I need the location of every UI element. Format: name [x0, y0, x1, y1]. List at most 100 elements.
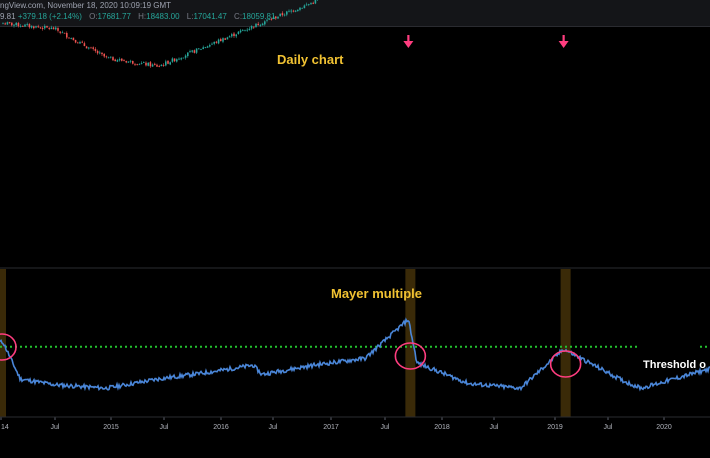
candle-body [182, 57, 185, 59]
candle-body [28, 24, 31, 28]
candle-body [154, 63, 156, 65]
candle-body [145, 62, 147, 66]
candle-body [136, 64, 138, 66]
candle-body [19, 26, 22, 27]
candle-body [257, 23, 259, 26]
candle-body [22, 25, 24, 27]
candle-body [57, 28, 59, 31]
candle-body [4, 23, 6, 25]
candle-body [246, 29, 248, 31]
candle-body [169, 62, 171, 65]
candle-body [206, 46, 209, 48]
candle-body [156, 64, 158, 67]
candle-body [237, 31, 240, 34]
candle-body [79, 42, 81, 44]
candle-body [244, 29, 246, 31]
candle-body [292, 10, 295, 12]
low-key: L: [186, 12, 194, 21]
candle-body [55, 27, 57, 30]
candle-body [147, 62, 149, 66]
candle-body [211, 43, 213, 45]
x-tick-label: 14 [1, 424, 9, 431]
candle-body [209, 45, 211, 47]
candle-body [35, 26, 37, 28]
candle-body [279, 13, 281, 17]
daily-chart-label: Daily chart [277, 52, 344, 67]
candle-body [8, 22, 11, 23]
candle-body [217, 39, 220, 44]
candle-body [149, 62, 152, 67]
candle-body [215, 41, 218, 43]
candle-body [167, 60, 169, 64]
candle-body [259, 24, 262, 26]
candle-body [132, 60, 134, 64]
candle-body [277, 16, 279, 19]
candle-body [261, 23, 264, 26]
x-tick-label: Jul [604, 424, 613, 431]
candle-body [189, 51, 191, 52]
candle-body [121, 58, 123, 61]
x-tick-label: 2015 [103, 424, 119, 431]
candle-body [6, 22, 9, 25]
candle-body [180, 58, 182, 60]
mayer-series [0, 317, 710, 392]
candle-body [85, 46, 88, 49]
candle-body [13, 24, 15, 26]
candle-body [160, 64, 163, 67]
candle-body [314, 0, 317, 4]
candle-body [312, 2, 314, 4]
x-tick-label: Jul [51, 424, 60, 431]
peak-circle [394, 342, 427, 370]
candle-body [198, 48, 200, 50]
candle-body [220, 39, 222, 42]
candle-body [15, 22, 17, 26]
x-tick-label: 2019 [547, 424, 563, 431]
candle-body [33, 26, 35, 29]
ohlc-line: 9.81 +379.18 (+2.14%) O:17681.77 H:18483… [0, 12, 275, 21]
open-key: O: [89, 12, 98, 21]
candle-body [301, 7, 303, 9]
candle-body [118, 59, 121, 61]
candle-body [158, 66, 160, 68]
candle-body [44, 25, 46, 29]
candle-body [165, 61, 167, 66]
candle-body [61, 32, 64, 34]
candle-body [63, 32, 66, 34]
candle-body [48, 27, 50, 29]
candle-body [308, 4, 310, 5]
candle-body [30, 25, 33, 28]
candle-body [266, 19, 268, 21]
candle-body [46, 25, 48, 28]
candle-body [224, 38, 226, 40]
candle-body [305, 4, 308, 6]
price-candles [2, 0, 318, 68]
candle-body [59, 31, 61, 33]
candle-body [66, 33, 68, 38]
candle-body [50, 27, 53, 30]
candle-body [248, 28, 251, 31]
candle-body [242, 30, 244, 32]
x-tick-label: Jul [160, 424, 169, 431]
candle-body [283, 14, 286, 16]
high-value: 18483.00 [146, 12, 180, 21]
candle-body [253, 26, 255, 28]
candle-body [88, 47, 90, 49]
candle-body [270, 18, 273, 20]
candle-body [184, 55, 187, 58]
candle-body [213, 41, 215, 44]
candle-body [228, 36, 231, 38]
candle-body [187, 52, 189, 57]
x-tick-label: 2018 [434, 424, 450, 431]
candle-body [116, 60, 119, 62]
candle-body [52, 27, 55, 30]
last-price: 9.81 [0, 12, 16, 21]
source-line: ngView.com, November 18, 2020 10:09:19 G… [0, 1, 172, 10]
candle-body [178, 58, 180, 60]
candle-body [294, 10, 297, 12]
candle-body [310, 3, 312, 5]
candle-body [173, 58, 176, 62]
candle-body [176, 59, 178, 62]
header-bar: ngView.com, November 18, 2020 10:09:19 G… [0, 0, 710, 27]
candle-body [299, 7, 301, 10]
close-key: C: [234, 12, 243, 21]
